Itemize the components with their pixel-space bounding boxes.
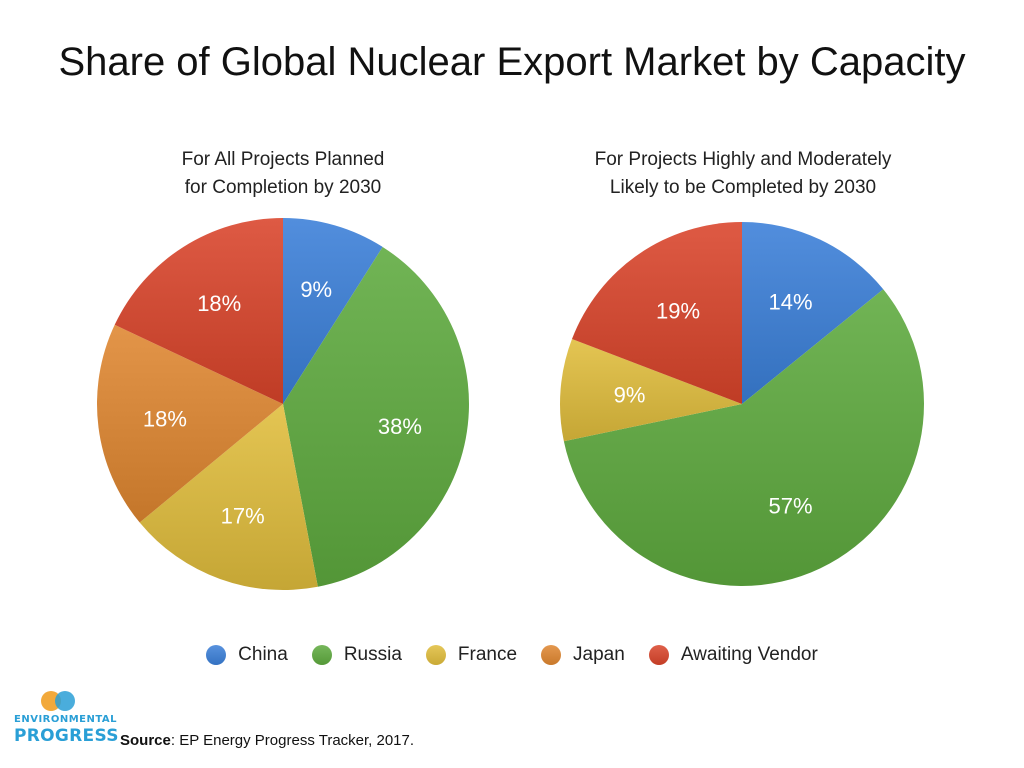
left-subtitle-line-2: for Completion by 2030 [184, 177, 382, 198]
pie-slice-awaiting-vendor [114, 218, 283, 404]
pie-slice-france [560, 339, 742, 442]
data-label-china: 9% [300, 277, 332, 302]
pie-slice-france [139, 404, 318, 590]
data-label-japan: 18% [143, 406, 187, 431]
pie-slice-japan [96, 324, 283, 523]
legend-label-russia: Russia [343, 644, 402, 665]
chart-title: Share of Global Nuclear Export Market by… [58, 40, 966, 84]
data-label-russia: 38% [378, 414, 422, 439]
right-chart-subtitle: For Projects Highly and Moderately Likel… [533, 146, 953, 202]
legend-item-russia: Russia [311, 644, 402, 666]
legend-item-china: China [206, 644, 288, 666]
legend-swatch-japan [541, 645, 562, 665]
source-text: : EP Energy Progress Tracker, 2017. [170, 732, 415, 749]
pie-slice-china [742, 222, 884, 404]
data-label-france: 17% [221, 504, 265, 529]
pie-slice-china [283, 218, 383, 404]
legend-item-awaiting-vendor: Awaiting Vendor [648, 644, 818, 666]
data-label-awaiting-vendor: 19% [656, 299, 700, 324]
pie-slice-russia [283, 246, 469, 587]
legend-item-japan: Japan [541, 644, 625, 666]
left-subtitle-line-1: For All Projects Planned [181, 149, 385, 170]
legend-label-awaiting-vendor: Awaiting Vendor [680, 644, 818, 665]
source-label: Source [120, 732, 171, 749]
legend-label-japan: Japan [573, 644, 625, 665]
data-label-china: 14% [768, 290, 812, 315]
logo-text-environmental: ENVIRONMENTAL [14, 714, 118, 725]
legend-swatch-awaiting-vendor [648, 645, 669, 665]
data-label-france: 9% [614, 383, 646, 408]
pie-slice-awaiting-vendor [571, 222, 742, 404]
legend-item-france: France [425, 644, 518, 666]
environmental-progress-logo: ENVIRONMENTAL PROGRESS [14, 690, 119, 752]
source-note: Source: EP Energy Progress Tracker, 2017… [120, 732, 414, 749]
pie-chart-all-projects: 9% 38% 17% 18% 18% [96, 218, 469, 590]
pie-slice-russia [563, 289, 924, 586]
right-subtitle-line-1: For Projects Highly and Moderately [594, 149, 892, 170]
data-label-russia: 57% [768, 493, 812, 518]
pie-chart-likely-projects: 14% 57% 9% 19% [560, 222, 924, 586]
legend-swatch-china [206, 645, 227, 665]
legend-swatch-france [425, 645, 446, 665]
legend-label-china: China [238, 644, 288, 665]
legend-label-france: France [457, 644, 518, 665]
left-chart-subtitle: For All Projects Planned for Completion … [73, 146, 493, 202]
right-subtitle-line-2: Likely to be Completed by 2030 [609, 177, 877, 198]
ep-logo-icon [41, 691, 75, 711]
chart-legend: China Russia France Japan Awaiting Vendor [0, 644, 1024, 666]
data-label-awaiting-vendor: 18% [197, 291, 241, 316]
legend-swatch-russia [311, 645, 332, 665]
logo-text-progress: PROGRESS [14, 726, 119, 746]
